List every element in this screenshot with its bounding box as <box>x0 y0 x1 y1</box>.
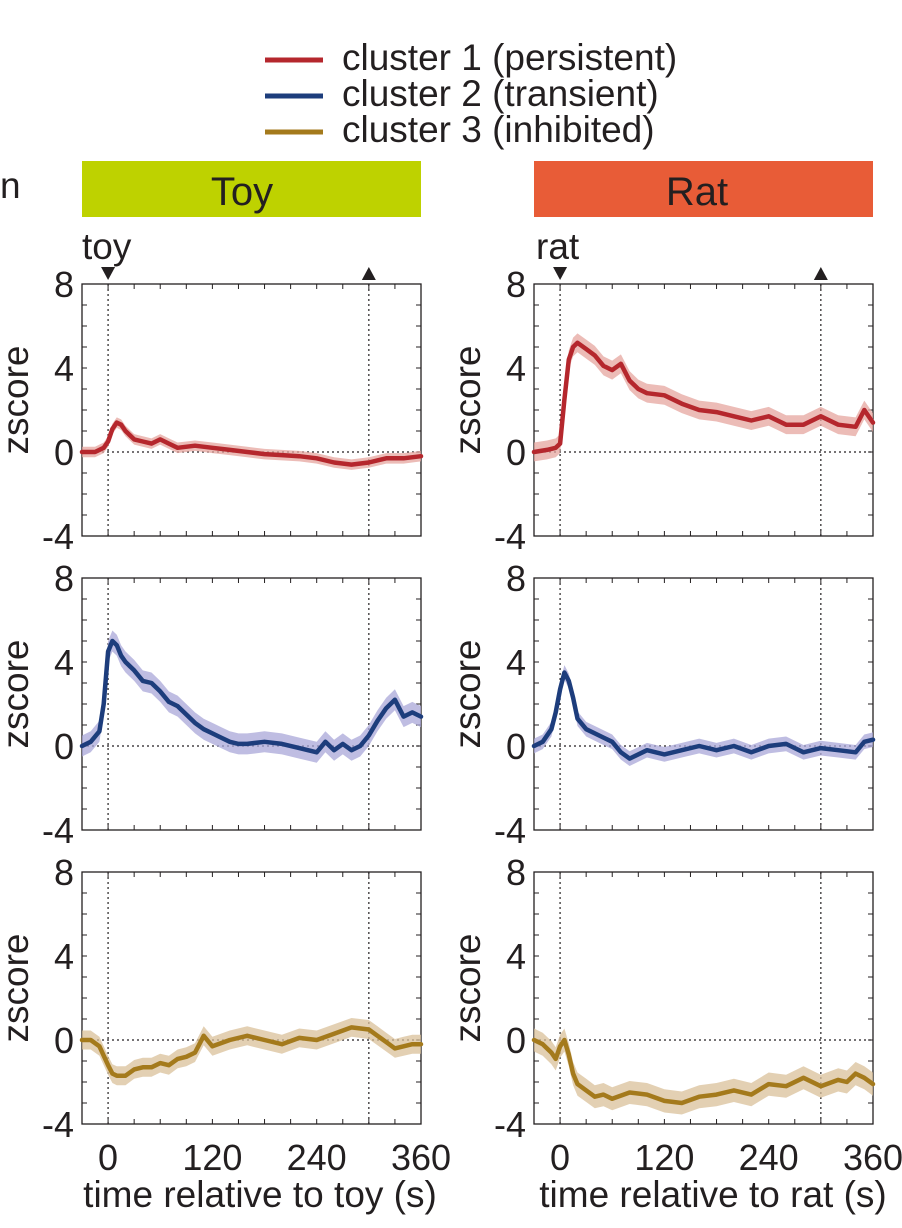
y-tick-label: -4 <box>494 810 526 851</box>
legend-label-cluster-1: cluster 1 (persistent) <box>342 37 677 78</box>
toy-plot-cluster-1: 8 4 0 -4 zscore <box>0 264 424 557</box>
plot-area: 8 4 0 -4 zscore 8 4 0 -4 zscore 8 4 0 -4 zscore 0 120 240… <box>0 264 902 1178</box>
partial-panel-label: n <box>0 165 21 206</box>
y-axis-label: zscore <box>447 640 488 749</box>
axes-frame <box>81 577 422 831</box>
y-tick-label: 8 <box>54 558 74 599</box>
toy-x-axis-title: time relative to toy (s) <box>83 1174 437 1215</box>
y-axis-label: zscore <box>0 346 36 455</box>
y-tick-label: 8 <box>506 264 526 305</box>
toy-event-label: toy <box>82 226 132 267</box>
rat-event-marker-0 <box>553 267 568 280</box>
rat-x-tick-label: 120 <box>634 1137 694 1178</box>
y-tick-label: -4 <box>494 516 526 557</box>
y-axis-label: zscore <box>0 934 36 1043</box>
rat-event-marker-1 <box>813 267 828 280</box>
rat-plot-cluster-1: 8 4 0 -4 zscore <box>447 264 876 557</box>
series-line-toy-cluster-3 <box>79 1025 424 1078</box>
axes-frame <box>81 871 422 1125</box>
series-line-rat-cluster-3 <box>531 1037 876 1106</box>
sem-band <box>534 665 873 766</box>
y-tick-label: 4 <box>54 936 74 977</box>
toy-event-marker-1 <box>361 267 376 280</box>
y-tick-label: 4 <box>54 348 74 389</box>
rat-x-tick-label: 360 <box>843 1137 902 1178</box>
y-tick-label: 4 <box>506 348 526 389</box>
y-tick-label: 8 <box>506 852 526 893</box>
toy-header-label: Toy <box>211 170 273 214</box>
toy-x-tick-label: 0 <box>98 1137 118 1178</box>
y-axis-label: zscore <box>447 346 488 455</box>
axes-frame <box>533 577 874 831</box>
rat-x-axis-title: time relative to rat (s) <box>539 1174 886 1215</box>
toy-x-tick-label: 360 <box>391 1137 451 1178</box>
rat-x-tick-label: 0 <box>550 1137 570 1178</box>
y-axis-label: zscore <box>0 640 36 749</box>
series-line-toy-cluster-2 <box>79 638 424 755</box>
toy-x-tick-label: 120 <box>182 1137 242 1178</box>
rat-plot-cluster-3: 8 4 0 -4 zscore <box>447 852 876 1145</box>
legend-label-cluster-3: cluster 3 (inhibited) <box>342 109 655 150</box>
rat-header-label: Rat <box>666 170 728 214</box>
y-tick-label: 0 <box>54 726 74 767</box>
toy-plot-cluster-3: 8 4 0 -4 zscore <box>0 852 424 1145</box>
toy-plot-cluster-2: 8 4 0 -4 zscore <box>0 558 424 851</box>
toy-header-bar <box>82 161 421 217</box>
y-axis-label: zscore <box>447 934 488 1043</box>
toy-x-tick-label: 240 <box>287 1137 347 1178</box>
axes-frame <box>81 283 422 537</box>
y-tick-label: -4 <box>42 810 74 851</box>
y-tick-label: 0 <box>54 1020 74 1061</box>
series-line-toy-cluster-1 <box>79 420 424 467</box>
y-tick-label: 8 <box>54 264 74 305</box>
y-tick-label: 0 <box>506 726 526 767</box>
sem-band <box>534 1028 873 1115</box>
rat-plot-cluster-2: 8 4 0 -4 zscore <box>447 558 876 851</box>
y-tick-label: 8 <box>506 558 526 599</box>
series-line-rat-cluster-2 <box>531 670 876 761</box>
y-tick-label: -4 <box>494 1104 526 1145</box>
y-tick-label: 0 <box>506 432 526 473</box>
y-tick-label: -4 <box>42 516 74 557</box>
y-tick-label: 0 <box>54 432 74 473</box>
y-tick-label: 4 <box>506 936 526 977</box>
legend: cluster 1 (persistent) cluster 2 (transi… <box>265 37 677 150</box>
y-tick-label: 4 <box>506 642 526 683</box>
rat-header-bar <box>534 161 873 217</box>
y-tick-label: -4 <box>42 1104 74 1145</box>
series-line-rat-cluster-1 <box>531 340 876 455</box>
legend-label-cluster-2: cluster 2 (transient) <box>342 73 659 114</box>
y-tick-label: 4 <box>54 642 74 683</box>
toy-event-marker-0 <box>101 267 116 280</box>
rat-x-tick-label: 240 <box>739 1137 799 1178</box>
y-tick-label: 8 <box>54 852 74 893</box>
y-tick-label: 0 <box>506 1020 526 1061</box>
sem-band <box>534 333 873 462</box>
rat-event-label: rat <box>536 226 580 267</box>
